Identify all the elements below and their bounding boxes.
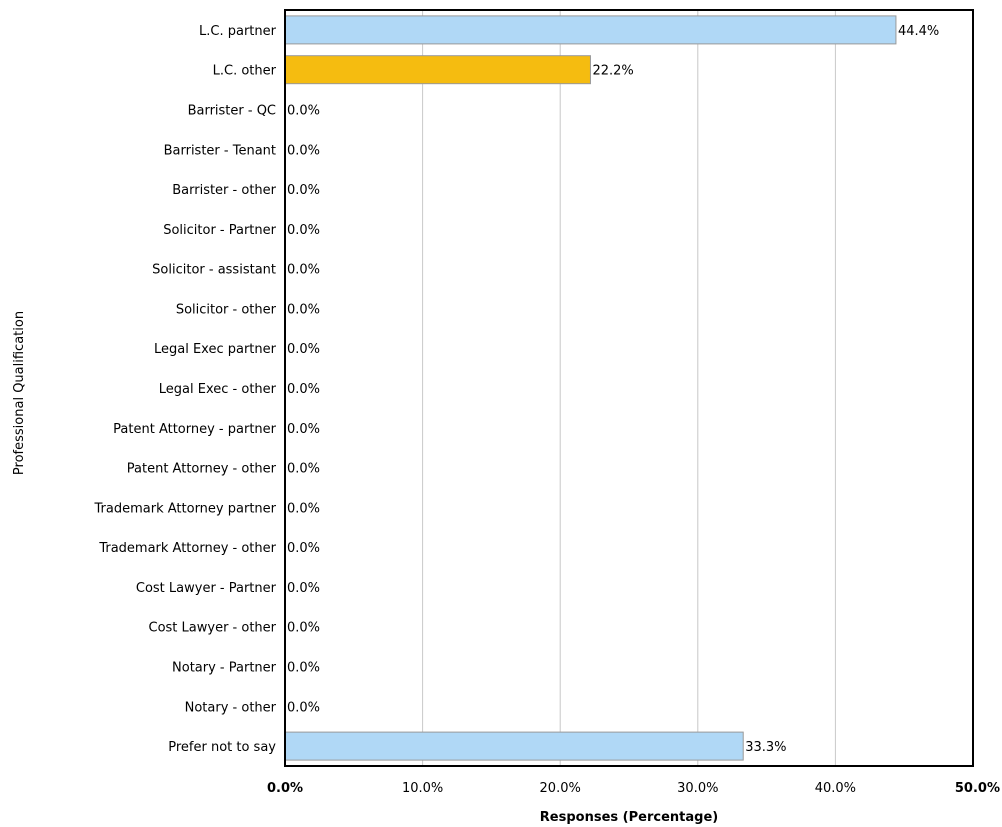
category-label: Prefer not to say (168, 740, 276, 755)
bars (284, 15, 897, 761)
category-label: Barrister - QC (188, 103, 276, 118)
bar-value-label: 0.0% (287, 302, 320, 317)
bar-value-label: 0.0% (287, 462, 320, 477)
bar-value-label: 0.0% (287, 700, 320, 715)
x-tick-label: 10.0% (402, 781, 443, 796)
category-label: Notary - Partner (172, 661, 277, 676)
bar-value-label: 33.3% (745, 740, 786, 755)
category-labels: L.C. partner L.C. other Barrister - QC Barr… (94, 24, 277, 755)
gridlines (422, 10, 836, 766)
category-label: Solicitor - assistant (152, 263, 276, 278)
category-label: L.C. other (213, 64, 277, 79)
category-label: Solicitor - Partner (163, 223, 276, 238)
bar-value-label: 0.0% (287, 581, 320, 596)
category-label: Barrister - Tenant (164, 143, 276, 158)
x-tick-label: 40.0% (815, 781, 856, 796)
category-label: Cost Lawyer - other (149, 621, 277, 636)
bar-value-label: 22.2% (592, 64, 633, 79)
x-tick-label: 50.0% (955, 781, 1000, 796)
bar (284, 15, 897, 45)
category-label: Trademark Attorney partner (94, 501, 277, 516)
category-label: Legal Exec partner (154, 342, 277, 357)
category-label: Cost Lawyer - Partner (136, 581, 277, 596)
bar-value-label: 0.0% (287, 223, 320, 238)
bar-value-label: 0.0% (287, 103, 320, 118)
category-label: Patent Attorney - partner (113, 422, 276, 437)
value-labels: 44.4% 22.2% 0.0% 0.0% 0.0% 0.0% 0.0% 0.0% 0.0% 0.… (287, 24, 939, 755)
x-axis-title: Responses (Percentage) (540, 810, 718, 825)
plot-area-frame (284, 9, 974, 767)
category-label: Patent Attorney - other (127, 462, 277, 477)
y-axis-title: Professional Qualification (12, 311, 27, 475)
x-tick-label: 20.0% (540, 781, 581, 796)
x-tick-label: 30.0% (677, 781, 718, 796)
bar-value-label: 0.0% (287, 501, 320, 516)
bar-value-label: 44.4% (898, 24, 939, 39)
bar-value-label: 0.0% (287, 661, 320, 676)
bar-value-label: 0.0% (287, 382, 320, 397)
bar-value-label: 0.0% (287, 621, 320, 636)
category-label: Barrister - other (172, 183, 276, 198)
category-label: L.C. partner (199, 24, 277, 39)
category-label: Legal Exec - other (159, 382, 277, 397)
x-tick-labels: 0.0% 10.0% 20.0% 30.0% 40.0% 50.0% (267, 781, 1000, 796)
bar (284, 731, 744, 761)
bar-value-label: 0.0% (287, 143, 320, 158)
bar-value-label: 0.0% (287, 422, 320, 437)
category-label: Solicitor - other (176, 302, 277, 317)
bar (284, 55, 591, 85)
bar-value-label: 0.0% (287, 342, 320, 357)
x-tick-label: 0.0% (267, 781, 303, 796)
bar-value-label: 0.0% (287, 183, 320, 198)
category-label: Notary - other (185, 700, 277, 715)
bar-value-label: 0.0% (287, 263, 320, 278)
bar-value-label: 0.0% (287, 541, 320, 556)
category-label: Trademark Attorney - other (98, 541, 276, 556)
